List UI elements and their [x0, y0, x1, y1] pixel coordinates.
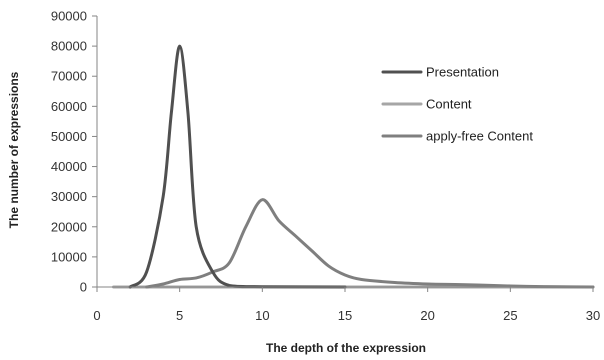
legend-label: apply-free Content — [426, 129, 533, 144]
y-tick-label: 20000 — [51, 219, 87, 234]
x-tick-label: 10 — [255, 308, 269, 323]
y-axis-title: The number of expressions — [7, 71, 21, 228]
x-tick-label: 0 — [93, 308, 100, 323]
y-tick-label: 40000 — [51, 159, 87, 174]
y-tick-label: 10000 — [51, 249, 87, 264]
legend-item-apply-free-content: apply-free Content — [381, 129, 533, 144]
series-layer — [112, 44, 595, 289]
legend-item-presentation: Presentation — [381, 65, 499, 80]
series-line-presentation — [128, 44, 347, 289]
legend-item-content: Content — [381, 97, 472, 112]
x-axis-title: The depth of the expression — [266, 341, 426, 355]
x-tick-label: 5 — [176, 308, 183, 323]
y-tick-label: 90000 — [51, 9, 87, 24]
y-tick-label: 0 — [80, 280, 87, 295]
x-tick-label: 30 — [586, 308, 600, 323]
y-tick-label: 60000 — [51, 99, 87, 114]
y-tick-label: 30000 — [51, 189, 87, 204]
y-tick-label: 70000 — [51, 69, 87, 84]
x-tick-label: 25 — [503, 308, 517, 323]
axes-layer: 0 10000 20000 30000 40000 50000 60000 70000 8000… — [51, 9, 600, 324]
y-tick-label: 50000 — [51, 129, 87, 144]
x-tick-label: 15 — [338, 308, 352, 323]
y-tick-label: 80000 — [51, 39, 87, 54]
legend-label: Content — [426, 97, 472, 112]
x-tick-label: 20 — [420, 308, 434, 323]
legend-label: Presentation — [426, 65, 499, 80]
legend: Presentation Content apply-free Content — [381, 65, 533, 144]
series-line-apply-free-content — [145, 198, 595, 289]
